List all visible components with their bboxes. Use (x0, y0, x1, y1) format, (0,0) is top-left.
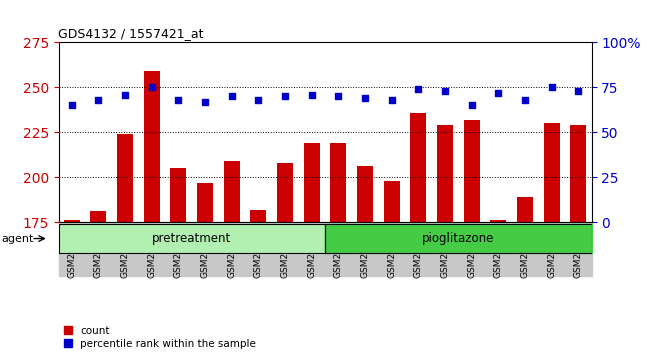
Point (573, 88, 584, 94)
Point (120, 92, 130, 97)
Text: pretreatment: pretreatment (152, 232, 231, 245)
Bar (90, 211, 107, 222)
Point (173, 97, 184, 103)
Point (520, 97, 530, 103)
Point (67, 103, 77, 108)
Bar (144, 71, 160, 222)
Point (280, 93, 291, 99)
Point (439, 88, 450, 94)
Bar (117, 134, 133, 222)
Point (254, 97, 264, 103)
Point (227, 93, 237, 99)
Point (307, 92, 317, 97)
Text: GDS4132 / 1557421_at: GDS4132 / 1557421_at (58, 27, 204, 40)
Bar (197, 183, 213, 222)
Bar (250, 210, 266, 222)
Bar (384, 181, 400, 222)
Bar (543, 123, 560, 222)
Bar (64, 221, 80, 222)
Point (147, 85, 157, 90)
Bar (490, 221, 506, 222)
Bar (170, 168, 187, 222)
Bar (304, 143, 320, 222)
Point (493, 90, 504, 96)
Text: agent: agent (1, 234, 34, 244)
Point (386, 97, 396, 103)
Point (413, 86, 424, 92)
Bar (277, 163, 293, 222)
Bar (437, 125, 453, 222)
Legend: count, percentile rank within the sample: count, percentile rank within the sample (64, 326, 256, 349)
Bar (517, 197, 533, 222)
Bar (224, 161, 240, 222)
Point (467, 103, 477, 108)
Point (360, 95, 370, 101)
Bar (58, 222, 592, 276)
Point (333, 93, 343, 99)
Bar (330, 143, 346, 222)
Bar (357, 166, 373, 222)
Text: pioglitazone: pioglitazone (422, 232, 495, 245)
Bar (570, 125, 586, 222)
Bar (463, 120, 480, 222)
Bar (410, 113, 426, 222)
Point (547, 85, 557, 90)
Point (200, 99, 211, 105)
Point (94, 97, 104, 103)
